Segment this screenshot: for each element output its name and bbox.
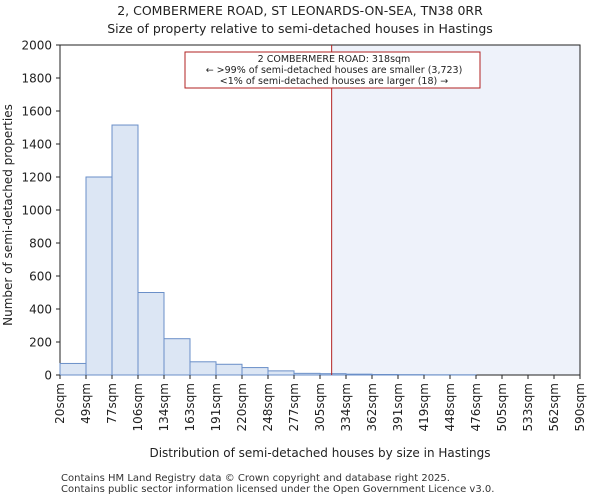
y-tick-label: 1600 xyxy=(21,105,52,119)
x-tick-label: 476sqm xyxy=(469,383,483,431)
y-tick-label: 200 xyxy=(29,336,52,350)
attribution-footer: Contains HM Land Registry data © Crown c… xyxy=(61,473,494,495)
histogram-bar xyxy=(293,372,321,376)
annotation-line-1: 2 COMBERMERE ROAD: 318sqm xyxy=(258,54,411,65)
x-tick-label: 391sqm xyxy=(391,383,405,431)
histogram-bar xyxy=(137,292,165,376)
histogram-bar xyxy=(319,373,347,376)
x-tick-label: 220sqm xyxy=(235,383,249,431)
y-tick-label: 2000 xyxy=(21,39,52,53)
x-tick-label: 362sqm xyxy=(365,383,379,431)
x-tick-label: 20sqm xyxy=(53,383,67,424)
x-tick-label: 277sqm xyxy=(287,383,301,431)
histogram-bar xyxy=(267,370,295,376)
x-tick-label: 533sqm xyxy=(521,383,535,431)
x-tick-label: 106sqm xyxy=(131,383,145,431)
annotation-box xyxy=(184,51,481,89)
histogram-bar xyxy=(111,124,139,376)
annotation-line-3: <1% of semi-detached houses are larger (… xyxy=(220,76,448,87)
y-tick-label: 600 xyxy=(29,270,52,284)
marker-annotation: 2 COMBERMERE ROAD: 318sqm ← >99% of semi… xyxy=(184,51,481,89)
x-tick-label: 77sqm xyxy=(105,383,119,424)
x-tick-label: 505sqm xyxy=(495,383,509,431)
x-tick-label: 305sqm xyxy=(313,383,327,431)
x-tick-label: 191sqm xyxy=(209,383,223,431)
y-tick-label: 1000 xyxy=(21,204,52,218)
larger-region-highlight xyxy=(331,45,580,375)
histogram-bar xyxy=(241,367,269,376)
footer-line-1: Contains HM Land Registry data © Crown c… xyxy=(61,473,450,484)
footer-line-2: Contains public sector information licen… xyxy=(61,484,495,495)
x-tick-label: 334sqm xyxy=(339,383,353,431)
histogram-bar xyxy=(215,363,243,376)
chart-title: 2, COMBERMERE ROAD, ST LEONARDS-ON-SEA, … xyxy=(117,3,483,18)
x-tick-label: 590sqm xyxy=(573,383,587,431)
histogram-bar xyxy=(189,361,217,376)
histogram-bar xyxy=(59,362,87,376)
y-tick-label: 1400 xyxy=(21,138,52,152)
x-tick-label: 163sqm xyxy=(183,383,197,431)
histogram-chart: 2, COMBERMERE ROAD, ST LEONARDS-ON-SEA, … xyxy=(1,3,587,460)
x-tick-label: 562sqm xyxy=(547,383,561,431)
y-tick-label: 400 xyxy=(29,303,52,317)
x-tick-label: 49sqm xyxy=(79,383,93,424)
y-tick-label: 800 xyxy=(29,237,52,251)
histogram-bar xyxy=(345,373,373,376)
annotation-line-2: ← >99% of semi-detached houses are small… xyxy=(206,65,463,76)
y-tick-label: 0 xyxy=(44,369,52,383)
x-tick-label: 248sqm xyxy=(261,383,275,431)
x-tick-label: 134sqm xyxy=(157,383,171,431)
histogram-bar xyxy=(85,176,113,376)
chart-subtitle: Size of property relative to semi-detach… xyxy=(107,21,493,36)
x-tick-label: 419sqm xyxy=(417,383,431,431)
histogram-bar xyxy=(163,338,191,376)
y-axis-label: Number of semi-detached properties xyxy=(1,104,15,326)
x-tick-label: 448sqm xyxy=(443,383,457,431)
y-tick-label: 1800 xyxy=(21,72,52,86)
y-tick-label: 1200 xyxy=(21,171,52,185)
x-axis-label: Distribution of semi-detached houses by … xyxy=(149,446,490,460)
plot-area: 0 200 400 600 800 1000 1200 1400 1600 1800 2000 20s… xyxy=(21,39,587,432)
